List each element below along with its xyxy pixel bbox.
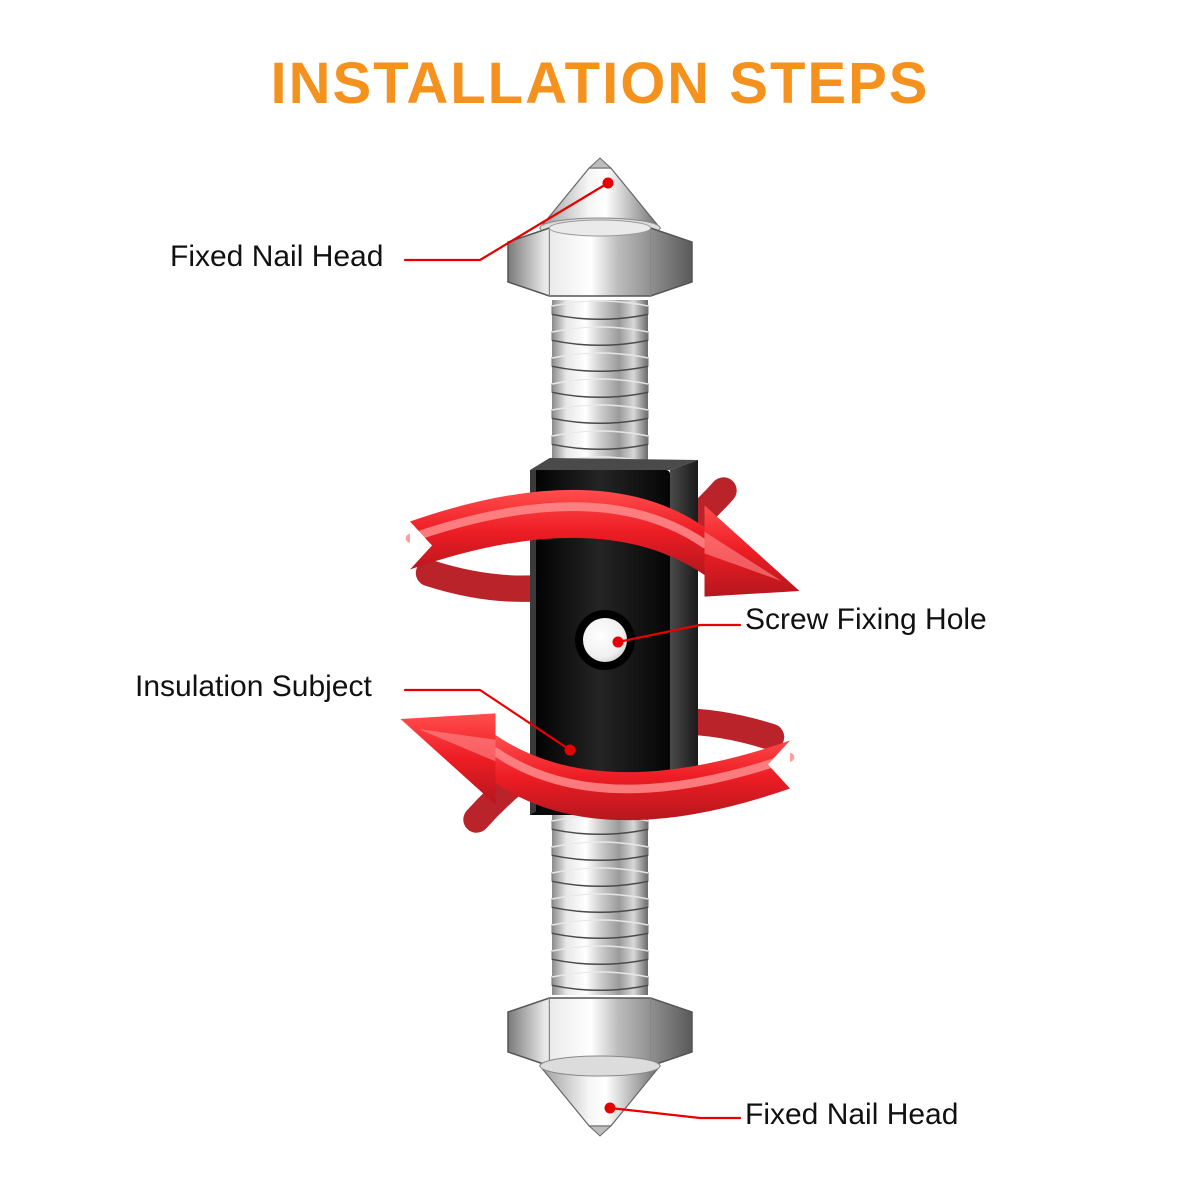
label-screw-fixing-hole: Screw Fixing Hole	[745, 603, 987, 637]
label-fixed-nail-head-top: Fixed Nail Head	[170, 240, 383, 274]
installation-diagram	[0, 0, 1200, 1200]
diagram-stage: INSTALLATION STEPS	[0, 0, 1200, 1200]
label-insulation-subject: Insulation Subject	[135, 670, 372, 704]
label-fixed-nail-head-bottom: Fixed Nail Head	[745, 1098, 958, 1132]
